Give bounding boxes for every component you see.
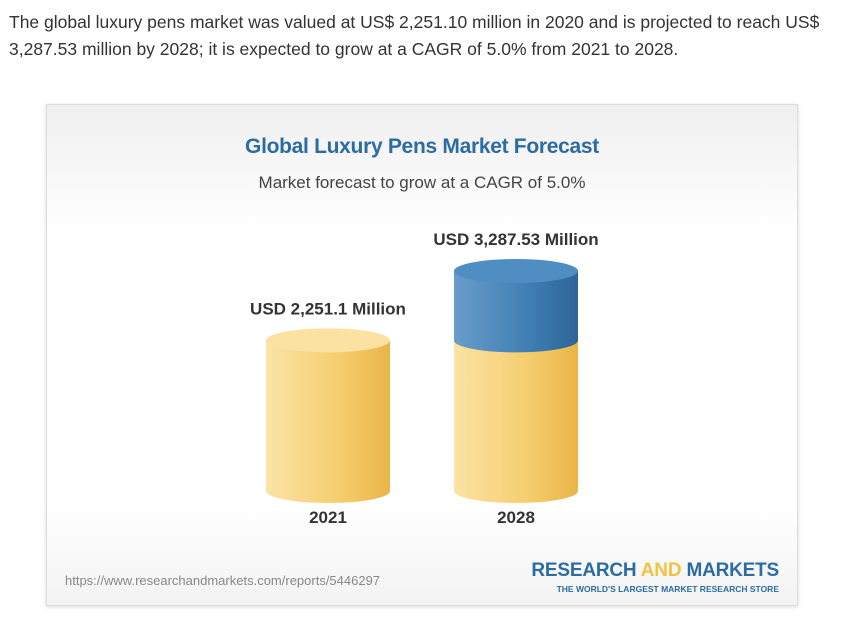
source-url: https://www.researchandmarkets.com/repor… <box>65 573 381 588</box>
bar-2021-base <box>266 340 390 503</box>
intro-paragraph: The global luxury pens market was valued… <box>9 12 820 59</box>
chart-title: Global Luxury Pens Market Forecast <box>245 135 599 158</box>
x-tick-label: 2028 <box>497 508 535 527</box>
logo-markets: MARKETS <box>686 560 779 581</box>
chart-plot: USD 2,251.1 Million 2021 USD 3,287.53 Mill… <box>250 230 599 527</box>
x-tick-label: 2021 <box>309 508 347 527</box>
bar-2028-top <box>454 259 578 283</box>
bar-2021-top <box>266 328 390 353</box>
bar-2028-growth <box>454 271 578 353</box>
logo-and: AND <box>640 560 682 581</box>
bar-2028-base <box>454 340 578 503</box>
chart-subtitle: Market forecast to grow at a CAGR of 5.0… <box>258 173 586 192</box>
data-label: USD 2,251.1 Million <box>250 299 406 318</box>
logo-tagline: THE WORLD'S LARGEST MARKET RESEARCH STOR… <box>556 584 779 594</box>
data-label: USD 3,287.53 Million <box>433 230 598 249</box>
chart-card: Global Luxury Pens Market Forecast Marke… <box>46 104 798 606</box>
logo-research: RESEARCH <box>531 560 637 581</box>
research-and-markets-logo: RESEARCH AND MARKETS THE WORLD'S LARGEST… <box>531 560 779 594</box>
